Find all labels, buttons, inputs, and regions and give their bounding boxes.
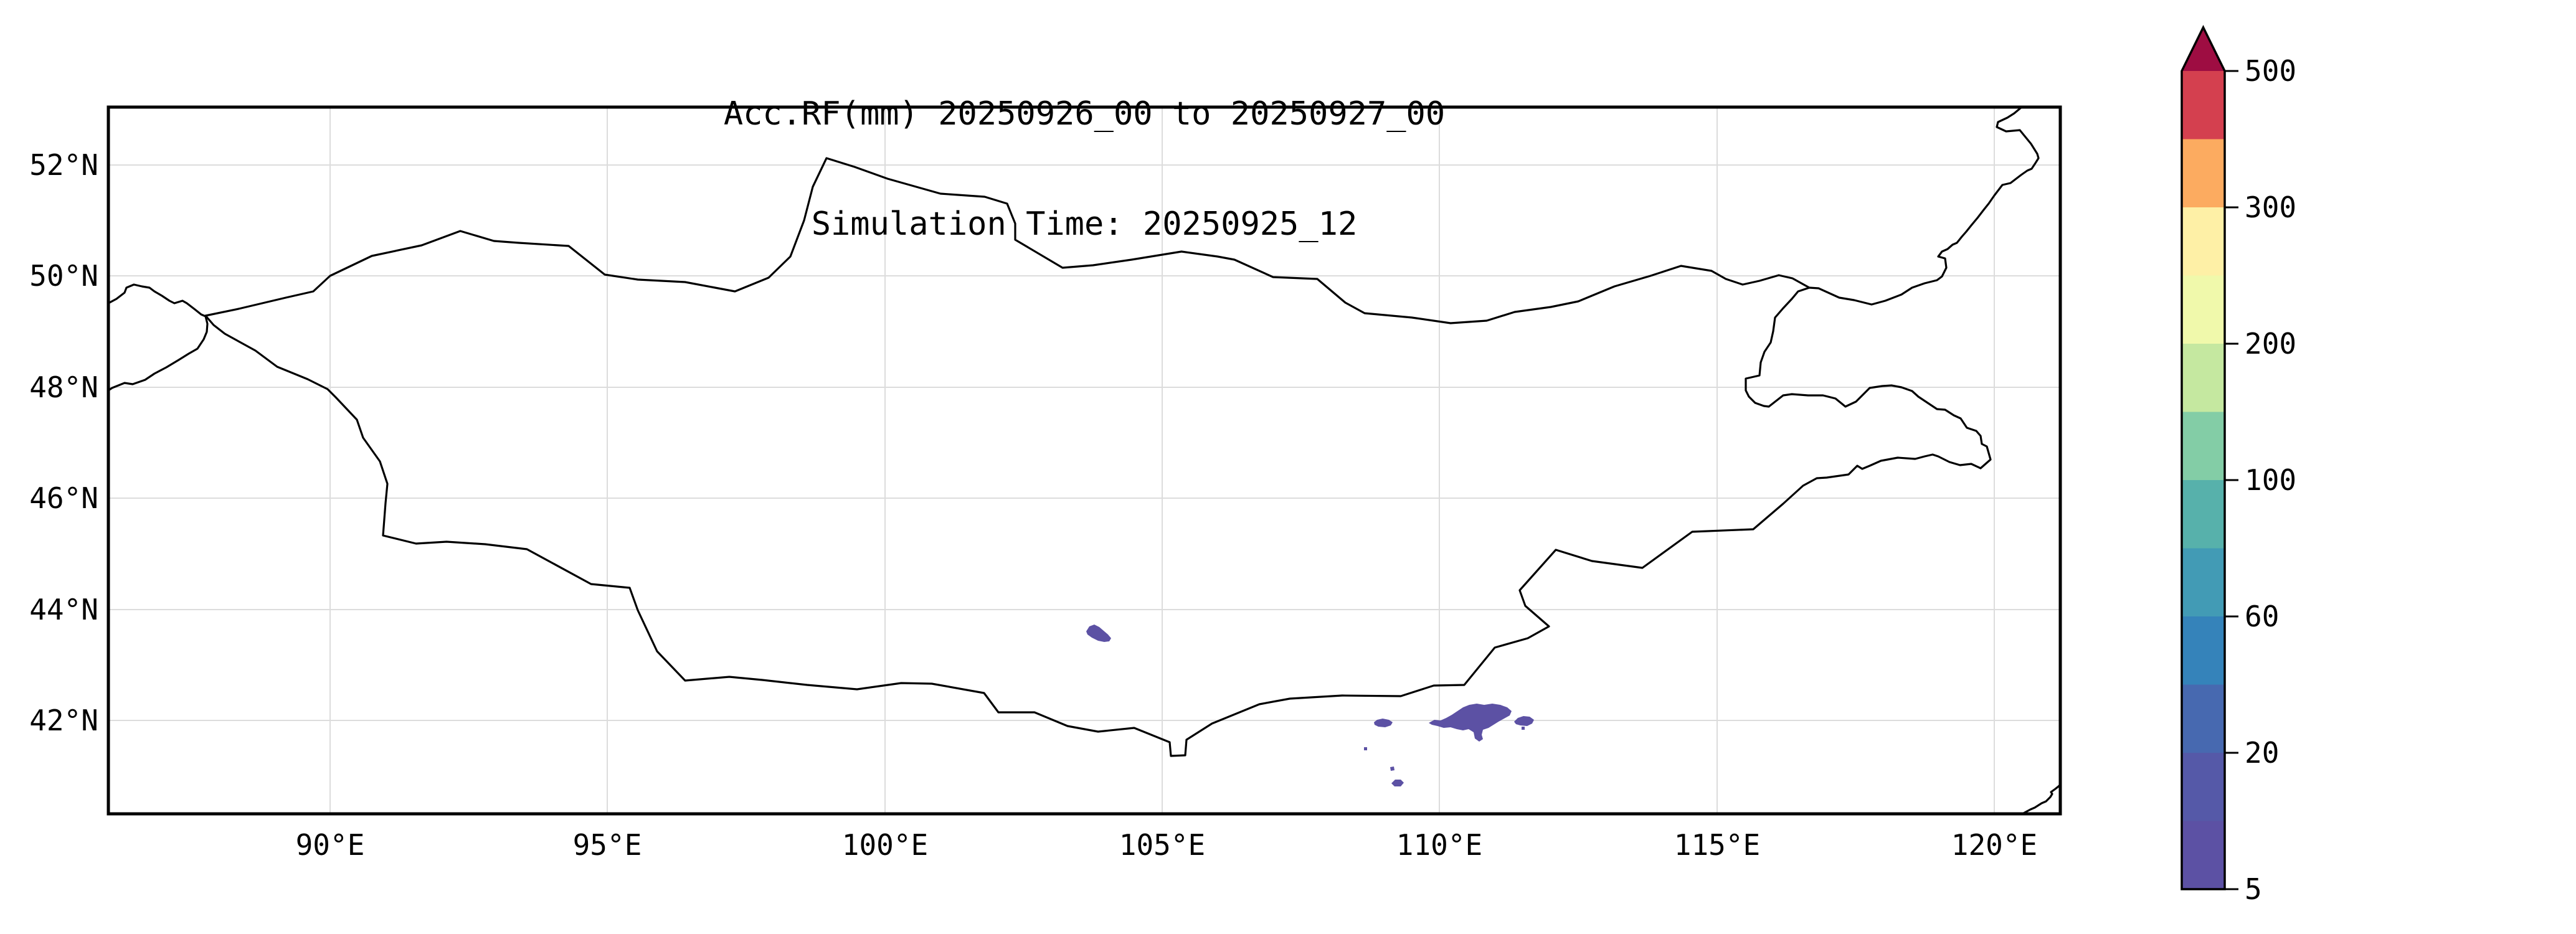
precip-patch [1390,767,1395,771]
colorbar-band [2182,412,2225,480]
colorbar-band [2182,344,2225,412]
colorbar-tick-label: 20 [2245,736,2280,770]
x-tick-label: 100°E [841,828,929,862]
y-tick-label: 46°N [29,481,98,515]
graticule [108,107,2060,814]
precip-patch [1391,780,1404,786]
colorbar-band [2182,684,2225,753]
colorbar-band [2182,480,2225,549]
colorbar-tick-label: 5 [2245,872,2262,906]
colorbar-tick-label: 500 [2245,54,2297,88]
border-coast_se [2021,783,2060,814]
precip-patch [1364,747,1367,750]
y-tick-label: 52°N [29,148,98,182]
colorbar-tick-label: 100 [2245,463,2297,497]
precip-patch [1514,716,1534,726]
title-line1: Acc.RF(mm) 20250926_00 to 20250927_00 [723,95,1446,133]
chart-title: Acc.RF(mm) 20250926_00 to 20250927_00 Si… [724,22,1445,316]
x-tick-label: 115°E [1674,828,1761,862]
colorbar-tick-label: 60 [2245,600,2280,633]
border-border_ne_river [1808,107,2040,306]
x-tick-label: 110°E [1396,828,1483,862]
x-tick-label: 105°E [1119,828,1206,862]
colorbar-tick-label: 200 [2245,327,2297,361]
colorbar-band [2182,207,2225,276]
colorbar-band [2182,616,2225,685]
precip-patch [1374,719,1393,727]
colorbar-over-arrow [2182,27,2225,71]
colorbar-band [2182,753,2225,821]
colorbar-band [2182,548,2225,616]
border-mongolia_outline [204,157,1992,757]
x-tick-label: 95°E [572,828,642,862]
country-borders [108,107,2060,814]
y-tick-label: 42°N [29,704,98,737]
precipitation-layer [1086,625,1534,786]
map-frame [107,105,2062,816]
precip-patch [1429,704,1512,742]
y-tick-label: 44°N [29,593,98,626]
y-tick-label: 48°N [29,370,98,404]
precip-patch [1522,727,1525,730]
colorbar-band [2182,821,2225,889]
colorbar-outline [2181,25,2226,890]
precip-patch [1086,625,1111,642]
colorbar-band [2182,71,2225,139]
colorbar [2181,25,2238,890]
border-border_sw_2 [108,315,209,392]
x-tick-label: 120°E [1951,828,2038,862]
y-tick-label: 50°N [29,259,98,293]
colorbar-tick-label: 300 [2245,191,2297,224]
title-line2: Simulation Time: 20250925_12 [811,205,1358,243]
x-tick-label: 90°E [295,828,365,862]
border-border_nw_1 [108,283,207,318]
colorbar-band [2182,275,2225,344]
colorbar-band [2182,139,2225,207]
